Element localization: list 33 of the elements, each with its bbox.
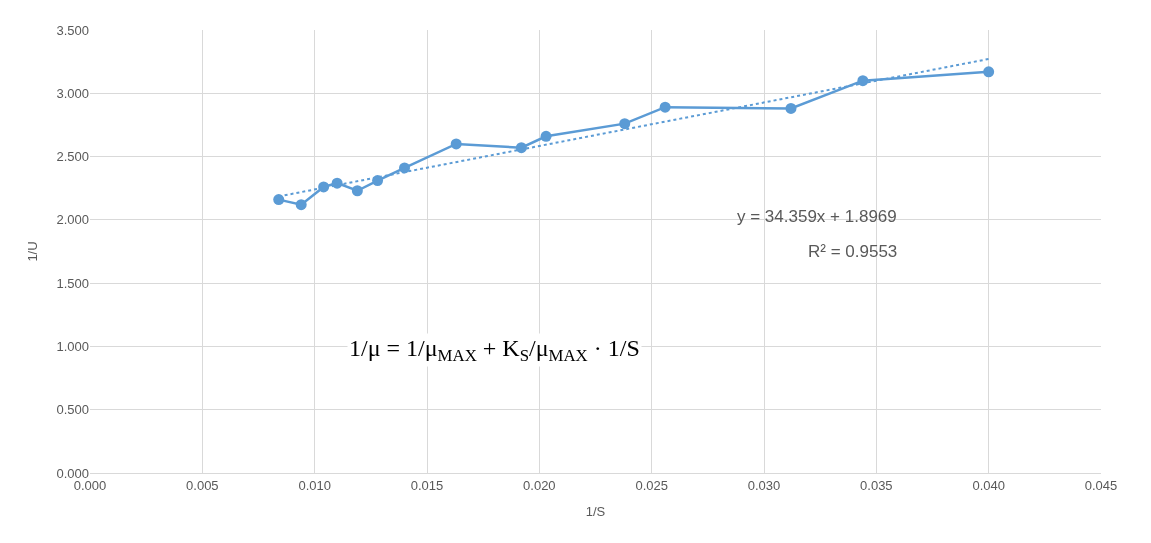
y-tick-label: 3.000 bbox=[56, 85, 89, 101]
point bbox=[857, 75, 869, 87]
x-tick-label: 0.010 bbox=[298, 477, 331, 493]
point bbox=[785, 102, 797, 114]
x-tick-label: 0.045 bbox=[1084, 477, 1118, 493]
point bbox=[351, 185, 363, 197]
annotation: 1/μ = 1/μ$_{MAX}$ + K$_{S}$/μ$_{MAX}$ · 1/S bbox=[349, 335, 640, 366]
point bbox=[659, 101, 671, 113]
x-axis-title: 1/S bbox=[585, 504, 606, 520]
point bbox=[540, 130, 552, 142]
y-tick-label: 1.000 bbox=[56, 338, 89, 354]
x-tick-label: 0.015 bbox=[410, 477, 444, 493]
x-tick-label: 0.040 bbox=[972, 477, 1005, 493]
x-tick-label: 0.020 bbox=[523, 477, 556, 493]
point bbox=[983, 66, 995, 78]
point bbox=[619, 118, 631, 130]
y-tick-label: 2.500 bbox=[56, 149, 89, 165]
annotation: R² = 0.9553 bbox=[808, 242, 898, 261]
x-tick-label: 0.025 bbox=[635, 477, 668, 493]
point bbox=[295, 199, 307, 211]
y-axis-title: 1/U bbox=[25, 241, 41, 262]
point bbox=[372, 175, 384, 187]
point bbox=[273, 194, 285, 206]
y-tick-label: 2.000 bbox=[56, 212, 89, 228]
y-tick-label: 1.500 bbox=[56, 275, 89, 291]
x-tick-label: 0.005 bbox=[186, 477, 219, 493]
y-tick-label: 0.500 bbox=[56, 402, 89, 418]
point bbox=[515, 142, 527, 154]
x-tick-label: 0.030 bbox=[747, 477, 781, 493]
x-tick-label: 0.035 bbox=[860, 477, 893, 493]
annotation: y = 34.359x + 1.8969 bbox=[737, 207, 897, 226]
y-tick-label: 3.500 bbox=[56, 22, 89, 38]
point bbox=[450, 138, 462, 150]
